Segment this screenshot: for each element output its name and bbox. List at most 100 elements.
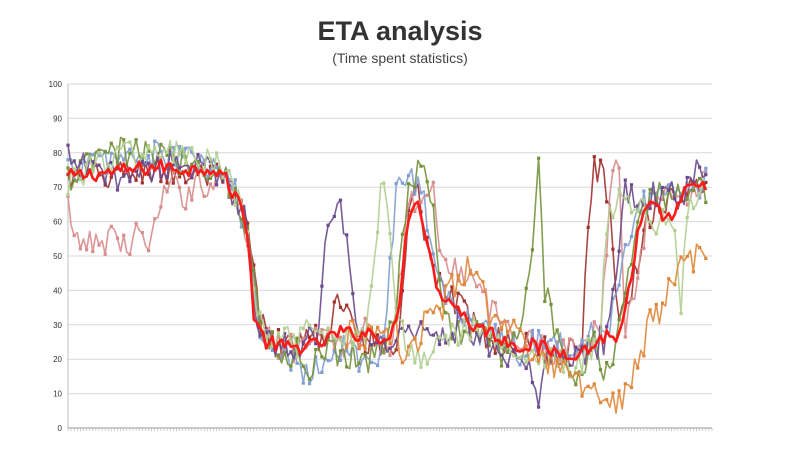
series-point: [190, 146, 194, 150]
series-point: [605, 232, 609, 236]
series-point: [437, 278, 442, 282]
series-point: [122, 174, 126, 178]
series-point: [407, 344, 411, 348]
series-point: [413, 361, 417, 365]
series-point: [332, 349, 336, 353]
series-point: [444, 311, 448, 315]
series-point: [140, 156, 144, 161]
series-point: [134, 178, 138, 182]
series-point: [549, 346, 553, 351]
series-point: [437, 335, 442, 339]
series-point: [376, 230, 380, 234]
series-point: [561, 359, 565, 363]
y-tick-label: 100: [49, 80, 63, 89]
series-point: [72, 234, 76, 238]
series-point: [314, 326, 318, 330]
series-point: [605, 200, 609, 204]
series-point: [338, 349, 343, 353]
series-point: [146, 154, 151, 158]
series-point: [78, 247, 82, 251]
series-point: [382, 334, 386, 338]
series-point: [611, 169, 615, 173]
series-point: [140, 152, 144, 157]
series-point: [326, 326, 330, 330]
series-point: [338, 198, 343, 202]
series-point: [493, 351, 497, 355]
series-point: [357, 346, 361, 350]
series-point: [184, 146, 188, 150]
series-point: [109, 224, 113, 228]
series-point: [363, 347, 367, 351]
series-point: [171, 163, 175, 167]
series-point: [314, 355, 318, 359]
series-point: [512, 354, 516, 358]
series-point: [91, 160, 95, 164]
series-point: [629, 183, 634, 187]
series-point: [314, 342, 318, 346]
series-point: [592, 382, 596, 386]
series-point: [431, 252, 435, 256]
series-point: [388, 353, 392, 357]
series-point: [289, 364, 293, 368]
series-point: [246, 225, 250, 229]
series-point: [468, 337, 473, 341]
series-point: [537, 343, 541, 347]
series-point: [648, 188, 652, 192]
series-point: [270, 330, 274, 334]
series-point: [326, 359, 330, 363]
series-point: [215, 183, 219, 187]
series-point: [580, 372, 584, 376]
series-point: [233, 178, 237, 182]
series-point: [369, 325, 373, 329]
series-point: [78, 177, 82, 181]
series-point: [685, 203, 689, 207]
series-point: [481, 290, 485, 294]
series-point: [598, 338, 603, 342]
series-point: [85, 163, 89, 167]
series-point: [475, 285, 479, 289]
series-point: [109, 160, 113, 165]
series-point: [165, 175, 169, 179]
series-point: [208, 169, 212, 173]
series-point: [586, 334, 590, 339]
series-point: [679, 192, 683, 196]
series-point: [332, 300, 336, 304]
series-point: [660, 198, 665, 202]
series-point: [184, 161, 188, 165]
series-point: [140, 231, 144, 235]
series-point: [456, 320, 460, 324]
series-point: [252, 287, 256, 291]
series-point: [524, 366, 528, 370]
y-tick-label: 60: [53, 218, 62, 227]
series-point: [153, 162, 157, 166]
series-point: [66, 143, 70, 147]
series-point: [679, 311, 683, 315]
series-point: [320, 330, 324, 334]
series-point: [506, 340, 510, 344]
series-point: [555, 328, 559, 332]
series-point: [320, 333, 324, 337]
series-point: [543, 360, 547, 364]
series-point: [419, 320, 423, 324]
y-tick-label: 30: [53, 321, 62, 330]
series-point: [128, 180, 132, 184]
series-point: [283, 326, 287, 330]
series-point: [685, 216, 689, 220]
series-point: [444, 301, 448, 305]
series-point: [400, 289, 404, 293]
series-point: [462, 329, 466, 333]
series-point: [184, 181, 188, 185]
series-point: [549, 302, 553, 306]
series-point: [555, 346, 559, 350]
series-point: [462, 317, 466, 321]
series-point: [103, 150, 107, 154]
series-point: [468, 318, 473, 322]
series-point: [109, 175, 113, 179]
series-point: [153, 146, 157, 150]
series-point: [103, 181, 107, 185]
series-point: [499, 364, 504, 368]
series-point: [611, 391, 615, 395]
series-point: [122, 233, 126, 237]
series-point: [493, 314, 497, 318]
series-point: [382, 340, 386, 344]
